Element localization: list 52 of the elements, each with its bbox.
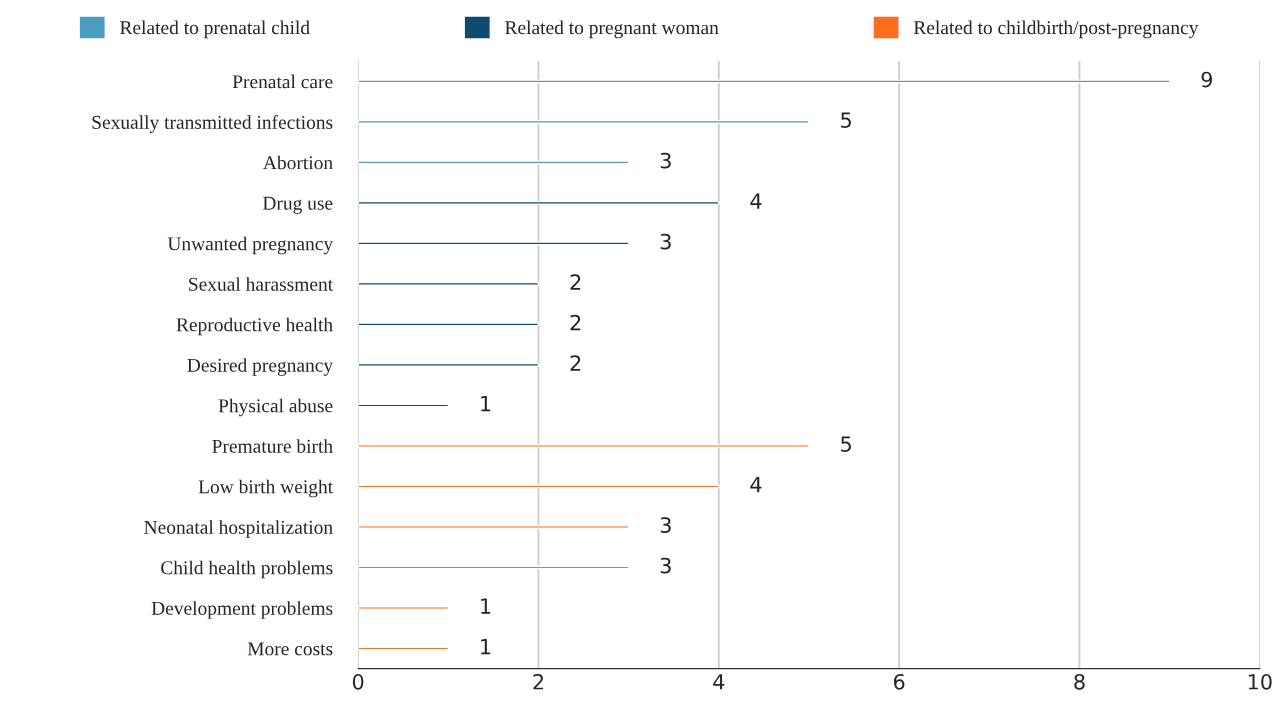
data-label: 4 bbox=[750, 193, 762, 209]
x-tick-label: 8 bbox=[1074, 673, 1085, 690]
bar bbox=[358, 484, 720, 489]
y-tick-label: Neonatal hospitalization bbox=[144, 520, 333, 538]
bar bbox=[358, 200, 720, 205]
bar bbox=[358, 403, 449, 408]
y-tick-label: Sexual harassment bbox=[189, 277, 333, 291]
x-tick-label: 2 bbox=[533, 673, 543, 690]
data-label: 9 bbox=[1201, 71, 1212, 88]
data-label: 5 bbox=[841, 436, 851, 452]
bar bbox=[358, 160, 630, 165]
data-label: 4 bbox=[750, 476, 762, 493]
data-label: 3 bbox=[660, 233, 671, 250]
y-tick-label: Desired pregnancy bbox=[187, 358, 334, 376]
legend-label: Related to childbirth/post-pregnancy bbox=[913, 20, 1199, 39]
bar bbox=[358, 241, 630, 246]
y-tick-label: Child health problems bbox=[161, 560, 333, 579]
y-tick-label: Prenatal care bbox=[232, 74, 333, 89]
y-tick-label: Physical abuse bbox=[218, 398, 333, 417]
x-tick-label: 6 bbox=[893, 673, 905, 690]
y-tick-label: Low birth weight bbox=[198, 479, 334, 498]
bar bbox=[358, 362, 540, 367]
bar bbox=[358, 119, 810, 124]
y-tick-label: Development problems bbox=[151, 601, 333, 619]
bar bbox=[358, 524, 630, 529]
data-label: 2 bbox=[570, 274, 581, 290]
data-label: 1 bbox=[481, 395, 491, 412]
bar bbox=[358, 281, 540, 286]
bar bbox=[358, 322, 540, 327]
data-label: 1 bbox=[481, 638, 491, 655]
legend-label: Related to pregnant woman bbox=[505, 20, 719, 39]
data-label: 2 bbox=[570, 314, 581, 331]
data-label: 5 bbox=[841, 112, 851, 128]
y-tick-label: Unwanted pregnancy bbox=[167, 236, 334, 255]
legend-label: Related to prenatal child bbox=[120, 20, 310, 39]
data-label: 3 bbox=[660, 557, 671, 574]
x-tick-label: 4 bbox=[713, 674, 725, 690]
y-tick-label: Drug use bbox=[262, 196, 333, 214]
data-label: 3 bbox=[660, 152, 671, 169]
y-tick-label: Reproductive health bbox=[176, 317, 333, 336]
data-label: 3 bbox=[660, 517, 671, 533]
bar bbox=[358, 443, 810, 448]
data-label: 2 bbox=[570, 355, 581, 371]
y-tick-label: More costs bbox=[247, 642, 333, 656]
y-tick-label: Abortion bbox=[263, 155, 333, 170]
y-tick-label: Sexually transmitted infections bbox=[92, 115, 333, 133]
x-tick-label: 10 bbox=[1248, 673, 1272, 690]
y-tick-label: Premature birth bbox=[212, 439, 333, 453]
data-label: 1 bbox=[481, 598, 491, 614]
x-tick-label: 0 bbox=[352, 673, 364, 690]
bar bbox=[358, 79, 1171, 84]
bar bbox=[358, 606, 449, 610]
